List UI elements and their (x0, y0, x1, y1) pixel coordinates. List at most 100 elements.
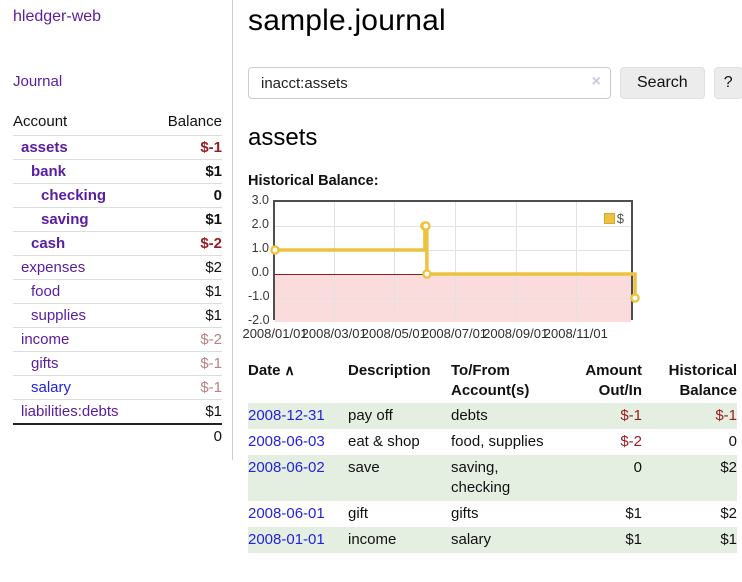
y-axis-tick-label: 0.0 (251, 265, 269, 279)
register-row: 2008-06-01 gift gifts $1 $2 (248, 501, 737, 527)
sort-asc-icon: ∧ (284, 362, 295, 378)
data-point-marker (421, 221, 431, 231)
search-button[interactable]: Search (620, 67, 705, 99)
account-link[interactable]: income (21, 331, 70, 348)
account-row: expenses $2 (13, 255, 222, 280)
transaction-balance: $2 (720, 504, 737, 522)
transaction-amount: $1 (566, 526, 642, 553)
accounts-total-value: 0 (213, 428, 222, 445)
chart-legend: $ (603, 211, 624, 226)
register-row: 2008-01-01 income salary $1 $1 (248, 526, 737, 553)
help-button[interactable]: ? (713, 67, 742, 99)
account-row: cash $-2 (13, 231, 222, 256)
clear-search-icon[interactable]: × (591, 73, 601, 90)
data-point-marker (422, 269, 432, 279)
account-link[interactable]: checking (41, 187, 107, 204)
account-row: bank $1 (13, 159, 222, 184)
register-header-amount: Amount Out/In (585, 362, 642, 399)
account-link[interactable]: salary (31, 379, 72, 396)
accounts-total-row: 0 (13, 424, 222, 448)
page-title: sample.journal (248, 4, 446, 37)
y-axis-tick-label: 3.0 (251, 193, 269, 207)
x-axis-tick-label: 2008/07/01 (421, 326, 488, 341)
account-row: assets $-1 (13, 135, 222, 160)
account-link[interactable]: liabilities:debts (21, 403, 119, 420)
legend-label: $ (616, 211, 624, 226)
account-row: gifts $-1 (13, 351, 222, 376)
chart-plot-area: $ (270, 200, 640, 322)
transaction-date-link[interactable]: 2008-01-01 (248, 530, 325, 548)
transaction-description: income (348, 526, 451, 553)
horizontal-gridline (275, 250, 631, 251)
data-point-marker (630, 293, 640, 303)
register-table-body: 2008-12-31 pay off debts $-1 $-1 2008-06… (248, 403, 737, 553)
account-balance: $1 (205, 307, 222, 324)
account-link[interactable]: expenses (21, 259, 86, 276)
chart-series-line (270, 221, 640, 303)
account-balance: $-2 (200, 331, 222, 348)
main-panel: sample.journal × Search ? assets Histori… (233, 0, 742, 553)
x-axis-tick-label: 2008/11/01 (543, 326, 608, 341)
x-axis-tick-label: 2008/03/01 (301, 326, 367, 341)
register-row: 2008-06-02 save saving, checking 0 $2 (248, 454, 737, 501)
search-box: × (248, 67, 611, 99)
accounts-total-spacer (13, 424, 151, 448)
y-axis-tick-label: -2.0 (248, 313, 270, 327)
transaction-accounts: debts (451, 403, 566, 429)
transaction-date-link[interactable]: 2008-06-01 (248, 504, 325, 522)
accounts-table-header: Account Balance (13, 111, 222, 136)
account-row: food $1 (13, 279, 222, 304)
y-axis-tick-label: -1.0 (248, 289, 270, 303)
transaction-amount: $-1 (566, 403, 642, 429)
register-header-balance: Historical Balance (668, 362, 737, 399)
register-table-header: Date ∧ Description To/From Account(s) Amo… (248, 359, 737, 403)
vertical-gridline (515, 202, 517, 318)
sidebar-item-journal[interactable]: Journal (13, 73, 63, 90)
account-link[interactable]: assets (21, 139, 68, 156)
transaction-balance: $1 (642, 526, 737, 553)
vertical-gridline (394, 202, 396, 318)
register-header-accounts: To/From Account(s) (451, 362, 530, 399)
account-link[interactable]: saving (41, 211, 89, 228)
account-link[interactable]: supplies (31, 307, 87, 324)
app-title-link[interactable]: hledger-web (13, 8, 102, 25)
account-link[interactable]: gifts (31, 355, 59, 372)
horizontal-gridline (275, 226, 631, 227)
x-axis-tick-label: 2008/01/01 (242, 326, 308, 341)
transaction-amount: $1 (625, 504, 642, 522)
account-link[interactable]: food (31, 283, 61, 300)
transaction-accounts: food, supplies (451, 432, 544, 450)
transaction-date-link[interactable]: 2008-06-03 (248, 432, 325, 450)
sidebar: hledger-web Journal Account Balance asse… (0, 0, 233, 460)
account-row: saving $1 (13, 207, 222, 232)
transaction-amount: $-2 (620, 432, 642, 450)
account-balance: $-1 (200, 139, 222, 156)
transaction-accounts: gifts (451, 504, 479, 522)
accounts-table-body: assets $-1 bank $1 checking 0 saving $1 … (13, 135, 222, 425)
account-balance: $1 (205, 403, 222, 420)
search-input[interactable] (248, 67, 611, 99)
register-header-date[interactable]: Date ∧ (248, 362, 295, 379)
transaction-date-link[interactable]: 2008-12-31 (248, 407, 325, 424)
vertical-gridline (334, 202, 336, 318)
transaction-description: gift (348, 504, 369, 522)
transaction-accounts: salary (451, 526, 566, 553)
account-balance: $1 (205, 211, 222, 228)
register-header-description: Description (348, 362, 431, 379)
transaction-balance: 0 (728, 432, 737, 450)
transaction-description: pay off (348, 403, 451, 429)
account-balance: $-1 (200, 379, 222, 396)
account-link[interactable]: cash (31, 235, 66, 252)
transaction-date-link[interactable]: 2008-06-02 (248, 458, 325, 476)
vertical-gridline (454, 202, 456, 318)
account-balance: $1 (205, 163, 222, 180)
register-row: 2008-06-03 eat & shop food, supplies $-2… (248, 429, 737, 455)
x-axis-tick-label: 2008/09/01 (483, 326, 549, 341)
y-axis-tick-label: 1.0 (251, 241, 269, 255)
account-row: supplies $1 (13, 303, 222, 328)
account-balance: $-2 (200, 235, 222, 252)
account-link[interactable]: bank (31, 163, 67, 180)
transaction-amount: 0 (566, 454, 642, 501)
search-bar: × Search ? (248, 67, 742, 99)
account-balance: $1 (205, 283, 222, 300)
